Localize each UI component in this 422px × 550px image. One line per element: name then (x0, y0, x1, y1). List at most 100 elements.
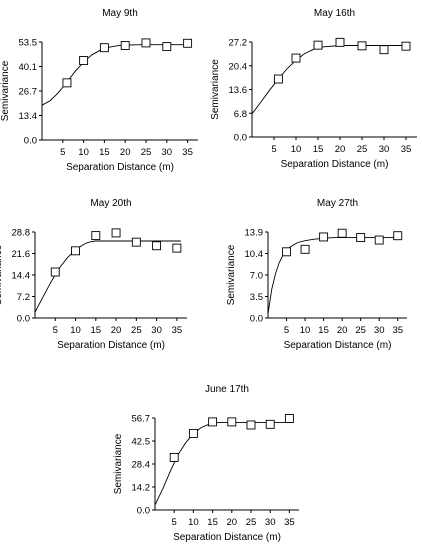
data-point (188, 428, 198, 438)
y-tick-label: 26.7 (19, 87, 38, 98)
data-point (169, 452, 179, 462)
model-curve (154, 421, 294, 506)
y-tick-label: 28.4 (132, 460, 151, 471)
data-point (131, 237, 141, 247)
y-tick-label: 20.4 (229, 61, 248, 72)
y-tick-label: 0.0 (17, 314, 30, 325)
data-point (337, 228, 347, 238)
x-tick-label: 15 (91, 325, 102, 336)
data-point (357, 41, 367, 51)
y-tick-label: 7.2 (17, 292, 30, 303)
x-tick-label: 25 (355, 325, 366, 336)
y-tick-label: 21.6 (12, 249, 31, 260)
chart-title: May 9th (102, 8, 138, 19)
x-axis-label: Separation Distance (m) (57, 340, 165, 351)
x-tick-label: 25 (357, 144, 368, 155)
chart-title: May 16th (314, 8, 355, 19)
data-point (183, 38, 193, 48)
x-tick-label: 20 (111, 325, 122, 336)
x-tick-label: 35 (172, 325, 183, 336)
x-tick-label: 15 (313, 144, 324, 155)
x-tick-label: 35 (284, 517, 295, 528)
x-tick-label: 15 (99, 147, 110, 158)
chart-panel-1: May 9th 0.0 13.4 26.7 40.1 53.5 5 10 15 20 25 30 35 S… (0, 8, 198, 173)
x-tick-label: 15 (207, 517, 218, 528)
data-point (335, 37, 345, 47)
data-point (227, 417, 237, 427)
data-point (79, 56, 89, 65)
data-point (401, 41, 411, 51)
y-tick-label: 13.9 (245, 228, 264, 239)
y-axis-label: Semivariance (0, 244, 4, 305)
y-tick-label: 28.8 (12, 228, 31, 239)
y-tick-label: 13.6 (229, 85, 248, 96)
y-tick-label: 10.4 (245, 249, 264, 260)
x-tick-label: 10 (188, 517, 199, 528)
x-tick-label: 10 (291, 144, 302, 155)
x-tick-label: 20 (227, 517, 238, 528)
data-point (246, 420, 256, 430)
chart-panel-2: May 16th 0.0 6.8 13.6 20.4 27.2 5 10 15 20 25 30 35 S… (210, 8, 417, 170)
x-tick-label: 5 (172, 517, 177, 528)
data-point (141, 38, 151, 48)
y-tick-label: 13.4 (19, 111, 38, 122)
data-point (99, 43, 109, 53)
x-tick-label: 25 (246, 517, 257, 528)
x-tick-label: 5 (271, 144, 276, 155)
y-tick-label: 0.0 (234, 133, 247, 144)
x-tick-label: 35 (401, 144, 412, 155)
data-point (379, 45, 389, 55)
x-tick-label: 30 (379, 144, 390, 155)
x-tick-label: 5 (53, 325, 58, 336)
data-point (71, 246, 80, 256)
y-tick-label: 6.8 (234, 109, 247, 120)
x-tick-label: 5 (60, 147, 65, 158)
y-tick-label: 14.2 (132, 483, 151, 494)
data-point (273, 74, 283, 84)
data-point (172, 243, 182, 253)
x-tick-label: 30 (374, 325, 385, 336)
x-tick-label: 10 (300, 325, 311, 336)
x-axis-label: Separation Distance (m) (281, 159, 389, 170)
data-point (111, 228, 121, 238)
chart-panel-3: May 20th 0.0 7.2 14.4 21.6 28.8 5 10 15 20 25 30 35 S… (0, 198, 187, 351)
model-curve (34, 240, 181, 313)
x-axis-label: Separation Distance (m) (284, 340, 392, 351)
x-tick-label: 35 (392, 325, 403, 336)
x-tick-label: 5 (284, 325, 289, 336)
y-tick-label: 0.0 (24, 136, 37, 147)
y-tick-label: 40.1 (19, 62, 38, 73)
y-tick-label: 53.5 (19, 38, 38, 49)
x-tick-label: 10 (70, 325, 81, 336)
y-tick-label: 0.0 (137, 506, 150, 517)
x-tick-label: 20 (337, 325, 348, 336)
data-point (291, 53, 301, 63)
x-tick-label: 25 (131, 325, 142, 336)
y-axis-label: Semivariance (0, 60, 11, 121)
y-axis-label: Semivariance (113, 433, 124, 494)
x-tick-label: 20 (335, 144, 346, 155)
x-axis-label: Separation Distance (m) (66, 162, 174, 173)
data-point (393, 231, 403, 241)
x-axis-label: Separation Distance (m) (173, 532, 281, 543)
x-tick-label: 20 (120, 147, 131, 158)
data-point (208, 417, 218, 427)
chart-panel-5: June 17th 0.0 14.2 28.4 42.5 56.7 5 10 15 20 25 30 3… (113, 384, 299, 543)
y-tick-label: 3.5 (250, 292, 263, 303)
data-point (62, 78, 72, 88)
data-point (300, 244, 310, 254)
data-point (152, 241, 162, 251)
data-point (356, 233, 366, 243)
x-tick-label: 35 (182, 147, 193, 158)
x-tick-label: 25 (141, 147, 152, 158)
data-point (265, 419, 275, 429)
data-point (50, 267, 60, 277)
chart-title: May 27th (317, 198, 358, 209)
y-tick-label: 27.2 (229, 38, 248, 49)
y-tick-label: 56.7 (132, 414, 151, 425)
data-point (120, 41, 130, 50)
x-tick-label: 10 (78, 147, 89, 158)
y-axis-label: Semivariance (226, 244, 237, 305)
